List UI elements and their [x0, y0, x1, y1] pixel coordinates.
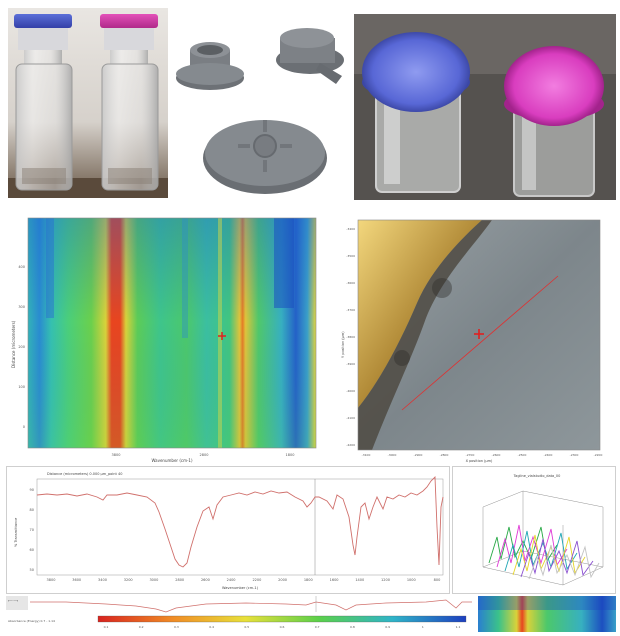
colorbar-tick: 0.4 [209, 625, 214, 629]
micro-y-tick: -3900 [346, 362, 355, 366]
heatmap-y-tick: 400 [18, 265, 25, 269]
micro-y-tick: -4200 [346, 443, 355, 447]
vials-photo [8, 8, 168, 198]
spectrum-x-tick: 1600 [330, 578, 339, 582]
spectrum-panel: Distance (micrometers) 0.000 µm_point 40… [6, 466, 450, 594]
colorbar-tick: 0.1 [104, 625, 109, 629]
heatmap-x-tick: 3800 [112, 453, 121, 457]
heatmap-marker[interactable] [218, 332, 226, 340]
spectrum-x-tick: 3400 [98, 578, 107, 582]
spectrum-x-tick: 2400 [227, 578, 236, 582]
spectrum-x-tick: 1000 [407, 578, 416, 582]
spectrum-x-tick: 2800 [175, 578, 184, 582]
micro-x-tick: -2600 [492, 453, 501, 457]
spectrum-x-tick: 3600 [72, 578, 81, 582]
micro-y-tick: -3800 [346, 335, 355, 339]
spectrum-x-tick: 2000 [278, 578, 287, 582]
micro-y-tick: -4000 [346, 389, 355, 393]
micro-y-tick: -3500 [346, 254, 355, 258]
heatmap-y-tick: 300 [18, 305, 25, 309]
spectrum-y-label: % Transmittance [14, 518, 18, 547]
plot3d-title: Tagline_vialstudio_data_00 [513, 474, 561, 478]
micro-x-tick: -2700 [466, 453, 475, 457]
micro-x-tick: -2800 [440, 453, 449, 457]
spectrum-x-tick: 3000 [149, 578, 158, 582]
heatmap-x-tick: 2800 [200, 453, 209, 457]
micro-x-tick: -3100 [362, 453, 371, 457]
heatmap-y-tick: 200 [18, 345, 25, 349]
micro-x-tick: -2200 [594, 453, 603, 457]
colorbar-tick: 0.6 [280, 625, 285, 629]
micro-x-tick: -2400 [544, 453, 553, 457]
colorbar-tick: 0.2 [139, 625, 144, 629]
plot3d-panel: Tagline_vialstudio_data_00 [452, 466, 616, 594]
spectrum-x-tick: 2200 [252, 578, 261, 582]
spectrum-x-tick: 1800 [304, 578, 313, 582]
spectrum-x-tick: 3200 [124, 578, 133, 582]
micro-y-tick: -3600 [346, 281, 355, 285]
spectrum-x-tick: 1200 [381, 578, 390, 582]
spectrum-x-label: Wavenumber (cm-1) [222, 586, 259, 590]
colorbar-tick: 0.3 [174, 625, 179, 629]
scan-line[interactable] [401, 275, 559, 411]
spectrum-legend: Distance (micrometers) 0.000 µm_point 40 [47, 472, 122, 476]
bottom-spectrum-strip: ⟵⟶ Absorbance (Energy) 0.7 - 1.14 0.1 0.2… [6, 596, 474, 632]
micro-x-tick: -2300 [570, 453, 579, 457]
micro-x-tick: -2500 [518, 453, 527, 457]
spectrum-y-tick: 50 [30, 568, 34, 572]
colorbar-tick: 0.5 [244, 625, 249, 629]
heatmap-y-tick: 100 [18, 385, 25, 389]
colorbar-tick: 0.8 [350, 625, 355, 629]
heatmap-x-label: Wavenumber (cm-1) [151, 458, 193, 463]
colorbar-tick: 1 [422, 625, 424, 629]
microscope-marker[interactable] [474, 329, 484, 339]
spectrum-x-tick: 1400 [355, 578, 364, 582]
strip-spectrum-line [30, 599, 472, 613]
spectrum-y-tick: 80 [30, 508, 34, 512]
micro-x-label: X position (µm) [466, 459, 493, 463]
colorbar-label: Absorbance (Energy) 0.7 - 1.14 [8, 619, 55, 623]
colorbar [97, 615, 467, 623]
micro-y-tick: -3400 [346, 227, 355, 231]
spectrum-y-tick: 70 [30, 528, 34, 532]
spectrum-x-tick: 2600 [201, 578, 210, 582]
spectrum-line [36, 475, 444, 568]
bottom-heatmap-strip [478, 596, 616, 632]
micro-x-tick: -2900 [414, 453, 423, 457]
stoppers-photo [170, 8, 350, 198]
spectrum-y-tick: 90 [30, 488, 34, 492]
spectrum-y-tick: 60 [30, 548, 34, 552]
colorbar-tick: 0.9 [385, 625, 390, 629]
closeup-photo [354, 14, 616, 200]
spectrum-x-tick: 800 [434, 578, 441, 582]
heatmap-panel: 400 300 200 100 0 Distance (micrometers)… [6, 208, 320, 464]
colorbar-tick: 1.1 [456, 625, 461, 629]
spectrum-x-tick: 3800 [47, 578, 56, 582]
micro-y-tick: -4100 [346, 416, 355, 420]
heatmap-y-tick: 0 [23, 425, 25, 429]
heatmap-x-tick: 1800 [286, 453, 295, 457]
strip-icon-label: ⟵⟶ [8, 599, 18, 603]
micro-y-label: Y position (µm) [341, 331, 345, 358]
micro-x-tick: -3000 [388, 453, 397, 457]
plot3d-traces [488, 524, 600, 580]
colorbar-tick: 0.7 [315, 625, 320, 629]
micro-y-tick: -3700 [346, 308, 355, 312]
microscope-panel: -3400 -3500 -3600 -3700 -3800 -3900 -400… [322, 208, 616, 464]
heatmap-y-label: Distance (micrometers) [11, 320, 16, 368]
